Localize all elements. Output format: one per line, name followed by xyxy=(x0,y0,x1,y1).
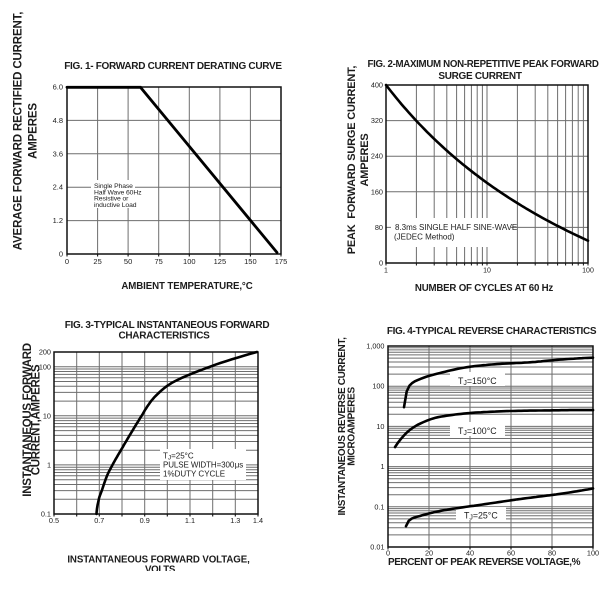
svg-text:20: 20 xyxy=(425,549,433,558)
svg-text:125: 125 xyxy=(214,257,227,266)
svg-text:200: 200 xyxy=(39,348,51,357)
svg-text:80: 80 xyxy=(375,223,383,232)
svg-text:FIG. 2-MAXIMUM NON-REPETITIVE: FIG. 2-MAXIMUM NON-REPETITIVE PEAK FORWA… xyxy=(368,59,599,70)
svg-text:AMPERES: AMPERES xyxy=(28,103,40,159)
svg-text:1: 1 xyxy=(47,460,51,469)
svg-text:FIG. 4-TYPICAL REVERSE CHARACT: FIG. 4-TYPICAL REVERSE CHARACTERISTICS xyxy=(387,326,597,337)
svg-text:1%DUTY CYCLE: 1%DUTY CYCLE xyxy=(163,470,225,479)
svg-text:0.7: 0.7 xyxy=(94,516,104,525)
svg-text:175: 175 xyxy=(275,257,288,266)
svg-text:PEAK FORWARD SURGE CURRENT,: PEAK FORWARD SURGE CURRENT, xyxy=(346,66,358,255)
svg-text:SURGE CURRENT: SURGE CURRENT xyxy=(438,71,522,82)
svg-text:1.4: 1.4 xyxy=(253,516,263,525)
svg-text:1,000: 1,000 xyxy=(366,342,384,351)
svg-text:0: 0 xyxy=(59,250,63,259)
svg-text:0.01: 0.01 xyxy=(370,543,384,552)
svg-text:0.9: 0.9 xyxy=(140,516,150,525)
svg-text:160: 160 xyxy=(371,187,383,196)
svg-text:1: 1 xyxy=(384,268,388,275)
svg-text:0: 0 xyxy=(65,257,69,266)
svg-text:CURRENT,AMPERES: CURRENT,AMPERES xyxy=(31,364,43,475)
svg-text:CHARACTERISTICS: CHARACTERISTICS xyxy=(118,331,210,342)
svg-text:PERCENT OF PEAK REVERSE VOLTAG: PERCENT OF PEAK REVERSE VOLTAGE,% xyxy=(388,557,581,568)
svg-text:MICROAMPERES: MICROAMPERES xyxy=(347,387,358,466)
svg-text:75: 75 xyxy=(155,257,163,266)
svg-text:100: 100 xyxy=(183,257,196,266)
svg-text:60: 60 xyxy=(507,549,515,558)
svg-text:1: 1 xyxy=(380,462,384,471)
svg-text:8.3ms SINGLE HALF SINE-WAVE: 8.3ms SINGLE HALF SINE-WAVE xyxy=(395,223,517,232)
svg-text:TJ=25°C: TJ=25°C xyxy=(163,452,194,462)
svg-text:50: 50 xyxy=(124,257,132,266)
svg-text:10: 10 xyxy=(43,411,51,420)
svg-text:TJ=100°C: TJ=100°C xyxy=(458,426,497,437)
svg-text:INSTANTANEOUS FORWARD: INSTANTANEOUS FORWARD xyxy=(22,343,34,496)
svg-text:0.1: 0.1 xyxy=(41,510,51,519)
svg-text:FIG. 3-TYPICAL INSTANTANEOUS F: FIG. 3-TYPICAL INSTANTANEOUS FORWARD xyxy=(65,320,270,331)
svg-text:240: 240 xyxy=(371,152,383,161)
svg-text:10: 10 xyxy=(376,422,384,431)
svg-text:(JEDEC Method): (JEDEC Method) xyxy=(394,233,455,242)
svg-text:0: 0 xyxy=(379,259,383,268)
svg-text:inductive Load: inductive Load xyxy=(94,202,137,209)
svg-text:TJ=25°C: TJ=25°C xyxy=(464,511,498,522)
svg-text:PULSE WIDTH=300 μs: PULSE WIDTH=300 μs xyxy=(163,461,243,470)
svg-text:100: 100 xyxy=(372,382,384,391)
svg-text:400: 400 xyxy=(371,81,383,90)
svg-text:1.3: 1.3 xyxy=(230,516,240,525)
svg-text:0: 0 xyxy=(386,549,390,558)
svg-text:150: 150 xyxy=(244,257,257,266)
svg-text:Single Phase: Single Phase xyxy=(94,183,133,190)
svg-text:AVERAGE FORWARD RECTIFIED CURR: AVERAGE FORWARD RECTIFIED CURRENT, xyxy=(13,12,25,251)
svg-text:INSTANTANEOUS REVERSE CURRENT,: INSTANTANEOUS REVERSE CURRENT, xyxy=(337,337,348,516)
svg-text:TJ=150°C: TJ=150°C xyxy=(458,376,497,387)
svg-text:100: 100 xyxy=(587,549,599,558)
svg-text:320: 320 xyxy=(371,116,383,125)
svg-text:INSTANTANEOUS FORWARD VOLTAGE,: INSTANTANEOUS FORWARD VOLTAGE, xyxy=(67,555,250,566)
svg-text:FIG. 1- FORWARD CURRENT DERATI: FIG. 1- FORWARD CURRENT DERATING CURVE xyxy=(64,61,282,72)
svg-text:VOLTS: VOLTS xyxy=(145,565,176,576)
svg-text:AMPERES: AMPERES xyxy=(359,134,371,187)
svg-text:25: 25 xyxy=(93,257,101,266)
svg-text:80: 80 xyxy=(548,549,556,558)
svg-text:2.4: 2.4 xyxy=(53,183,63,192)
svg-text:100: 100 xyxy=(582,268,594,275)
svg-text:Half Wave 60Hz: Half Wave 60Hz xyxy=(94,189,142,196)
svg-text:0.5: 0.5 xyxy=(49,516,59,525)
svg-text:100: 100 xyxy=(39,362,51,371)
svg-text:4.8: 4.8 xyxy=(53,116,63,125)
svg-text:10: 10 xyxy=(483,268,491,275)
svg-text:Resistive or: Resistive or xyxy=(94,196,129,203)
svg-text:40: 40 xyxy=(466,549,474,558)
svg-text:3.6: 3.6 xyxy=(53,149,63,158)
svg-text:1.2: 1.2 xyxy=(53,216,63,225)
svg-text:AMBIENT TEMPERATURE,°C: AMBIENT TEMPERATURE,°C xyxy=(121,281,252,292)
svg-text:6.0: 6.0 xyxy=(53,83,63,92)
svg-text:NUMBER OF CYCLES AT 60 Hz: NUMBER OF CYCLES AT 60 Hz xyxy=(415,283,554,294)
svg-text:1.1: 1.1 xyxy=(185,516,195,525)
svg-text:0.1: 0.1 xyxy=(374,502,384,511)
